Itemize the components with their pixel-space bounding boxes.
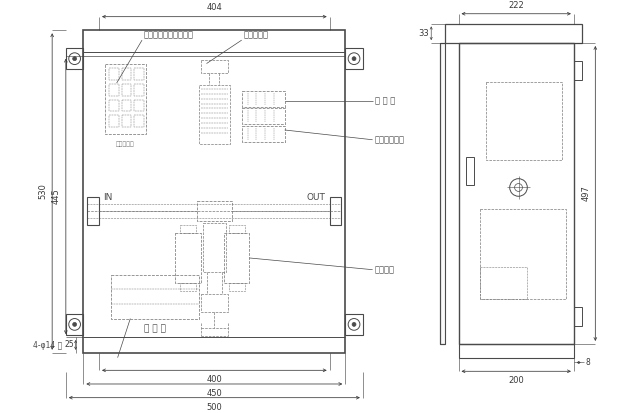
Circle shape — [73, 57, 76, 61]
Bar — [242, 126, 285, 142]
Bar — [66, 48, 83, 69]
Bar — [201, 59, 228, 74]
Text: トランス: トランス — [374, 265, 394, 274]
Bar — [198, 85, 230, 144]
Bar — [197, 201, 232, 221]
Text: 404: 404 — [207, 3, 222, 12]
Bar — [121, 100, 131, 112]
Text: 接 触 器: 接 触 器 — [374, 96, 395, 105]
Text: 200: 200 — [508, 376, 524, 385]
Text: 497: 497 — [582, 185, 590, 202]
Bar — [134, 69, 144, 80]
Circle shape — [73, 323, 76, 326]
Text: サーキットブレーカー: サーキットブレーカー — [144, 30, 194, 39]
Bar — [109, 100, 118, 112]
Bar — [330, 197, 341, 225]
Bar — [229, 225, 245, 233]
Text: ブレス断電: ブレス断電 — [116, 142, 135, 147]
Bar — [134, 100, 144, 112]
Text: 25: 25 — [64, 340, 74, 349]
Bar — [88, 197, 99, 225]
Text: 530: 530 — [38, 184, 48, 199]
Text: 222: 222 — [508, 1, 524, 10]
Bar — [242, 109, 285, 124]
Bar — [66, 313, 83, 335]
Bar — [574, 61, 582, 80]
Bar — [134, 115, 144, 127]
Bar — [134, 84, 144, 96]
Bar — [459, 43, 574, 344]
Bar — [459, 344, 574, 358]
Bar — [109, 115, 118, 127]
Bar — [180, 283, 196, 291]
Bar — [242, 91, 285, 107]
Bar — [480, 267, 527, 299]
Bar — [203, 223, 226, 272]
Bar — [105, 64, 146, 134]
Text: 450: 450 — [207, 389, 222, 398]
Text: 400: 400 — [207, 375, 222, 384]
Text: 空気圧ヒータ: 空気圧ヒータ — [374, 135, 404, 144]
Bar — [121, 69, 131, 80]
Bar — [224, 233, 250, 283]
Bar — [175, 233, 201, 283]
Bar — [466, 157, 474, 185]
Bar — [229, 283, 245, 291]
Bar — [109, 84, 118, 96]
Circle shape — [352, 57, 356, 61]
Circle shape — [352, 323, 356, 326]
Text: 端 子 台: 端 子 台 — [144, 324, 166, 333]
Text: 500: 500 — [207, 403, 222, 411]
Bar — [480, 209, 566, 299]
Bar — [445, 24, 582, 43]
Text: 445: 445 — [52, 189, 61, 204]
Bar — [440, 43, 445, 344]
Bar — [574, 307, 582, 326]
Text: 33: 33 — [419, 29, 429, 38]
Bar — [121, 84, 131, 96]
Bar — [201, 294, 228, 312]
Bar — [83, 30, 345, 353]
Text: 中継端子台: 中継端子台 — [244, 30, 269, 39]
Bar — [345, 313, 363, 335]
Bar — [486, 82, 562, 160]
Text: IN: IN — [103, 193, 112, 202]
Bar — [180, 225, 196, 233]
Bar — [109, 69, 118, 80]
Bar — [111, 275, 198, 318]
Text: 8: 8 — [585, 358, 590, 367]
Text: OUT: OUT — [307, 193, 326, 202]
Bar — [345, 48, 363, 69]
Text: 4-φ14 穴: 4-φ14 穴 — [33, 341, 62, 350]
Bar — [121, 115, 131, 127]
